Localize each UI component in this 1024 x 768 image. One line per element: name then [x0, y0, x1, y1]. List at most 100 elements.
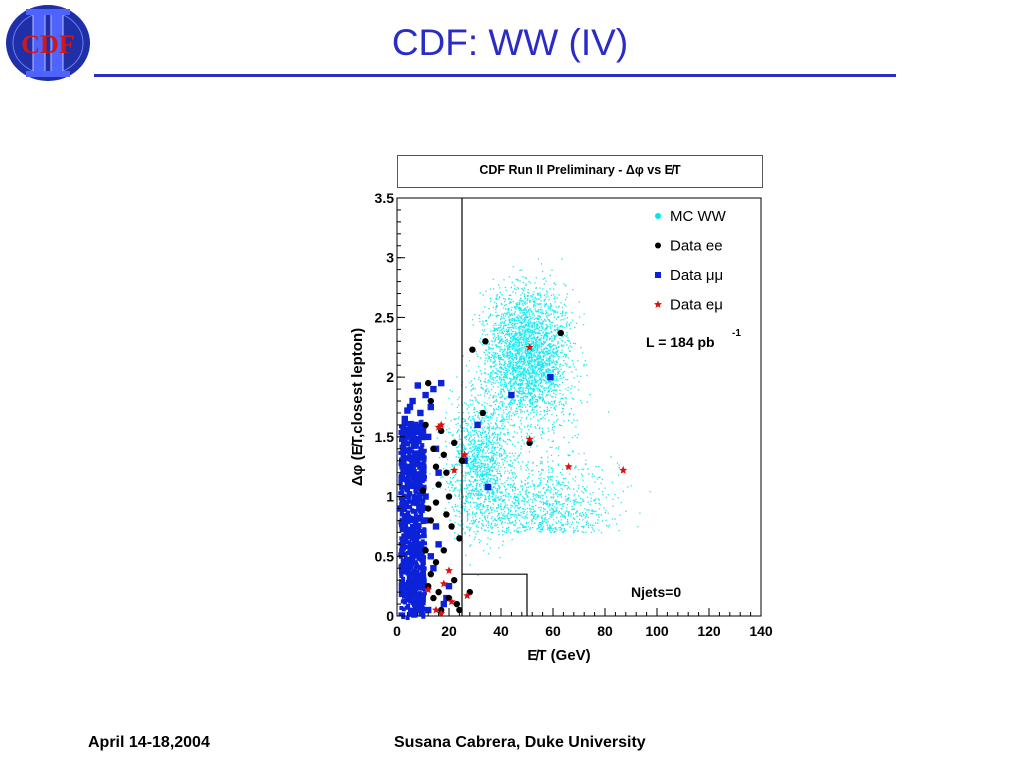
y-tick-label: 0 [386, 608, 394, 624]
data-point [525, 343, 534, 351]
data-point [438, 379, 445, 387]
y-tick-label: 1.5 [375, 429, 395, 445]
mc-ww-cloud [429, 258, 651, 577]
plot-title: CDF Run II Preliminary - Δφ vs E̸T [479, 163, 681, 177]
data-point [424, 585, 433, 594]
data-point [432, 559, 440, 566]
data-point [430, 594, 437, 602]
data-point [432, 463, 440, 470]
x-tick-label: 100 [645, 623, 669, 639]
data-point [430, 445, 437, 452]
data-point [482, 338, 489, 345]
data-point [427, 553, 434, 560]
data-point [425, 606, 432, 614]
title-divider [94, 74, 896, 77]
data-point [419, 427, 427, 435]
legend-entry: Data ee [655, 238, 723, 255]
data-point [432, 605, 440, 614]
data-point [435, 588, 442, 596]
data-point [435, 481, 442, 488]
data-point [619, 466, 628, 474]
series-square [396, 373, 554, 614]
data-point [440, 451, 447, 458]
y-tick-label: 3 [386, 250, 394, 266]
data-point [451, 439, 458, 447]
data-point [435, 469, 442, 476]
x-tick-label: 60 [545, 623, 561, 639]
data-point [453, 600, 460, 608]
legend-marker [654, 300, 662, 308]
data-point [417, 505, 424, 512]
data-point [463, 591, 472, 600]
data-point [404, 529, 411, 536]
x-tick-label: 120 [697, 623, 721, 639]
data-point [508, 391, 515, 399]
data-point [427, 571, 434, 578]
data-point [432, 499, 440, 506]
luminosity-exponent: -1 [732, 328, 741, 339]
data-point [422, 517, 429, 524]
data-point [445, 566, 453, 574]
data-point [399, 457, 406, 464]
data-point [412, 421, 419, 429]
y-axis-label: Δφ (E̸T,closest lepton) [349, 328, 366, 486]
data-point [450, 466, 459, 474]
legend-label: MC WW [670, 208, 727, 225]
data-point [417, 409, 424, 417]
series-circle [419, 329, 564, 614]
footer-date: April 14-18,2004 [88, 734, 210, 751]
data-point [401, 559, 408, 566]
data-point [440, 547, 447, 554]
data-point [427, 403, 434, 411]
data-point [430, 385, 437, 393]
data-point [409, 571, 416, 578]
data-point [474, 421, 481, 429]
data-point [414, 594, 421, 602]
data-point [484, 483, 492, 491]
data-point [434, 423, 443, 431]
data-point [460, 450, 469, 459]
legend-label: Data ee [670, 238, 723, 255]
data-point [456, 606, 463, 614]
mc-ww-points [429, 258, 651, 577]
data-point [479, 409, 486, 417]
data-point [422, 421, 429, 429]
data-point [458, 457, 466, 464]
legend-label: Data μμ [670, 267, 723, 284]
data-point [406, 588, 414, 596]
data-point [412, 600, 419, 608]
data-point [447, 597, 456, 606]
data-point [440, 600, 447, 608]
data-point [448, 523, 455, 530]
plot-title-box: CDF Run II Preliminary - Δφ vs E̸T [397, 155, 763, 188]
data-point [557, 329, 564, 337]
data-point [404, 407, 411, 414]
data-point [469, 346, 476, 353]
y-tick-label: 2.5 [375, 309, 395, 325]
series-star [424, 343, 628, 617]
data-point [456, 535, 463, 542]
legend-marker [655, 213, 661, 219]
data-point [401, 415, 408, 423]
legend: MC WW Data ee Data μμ Data eμ [654, 208, 727, 314]
data-point [451, 576, 458, 584]
y-tick-label: 3.5 [375, 190, 395, 206]
y-tick-label: 2 [386, 369, 394, 385]
data-point [414, 541, 421, 548]
data-point [435, 541, 442, 548]
legend-label: Data eμ [670, 297, 723, 314]
legend-entry: Data μμ [655, 267, 723, 284]
data-point [439, 579, 448, 588]
data-point [409, 397, 416, 405]
legend-marker [655, 242, 661, 249]
footer-author: Susana Cabrera, Duke University [394, 734, 646, 751]
data-point [525, 435, 534, 443]
data-point [417, 463, 424, 470]
data-point [406, 403, 414, 411]
data-point [422, 391, 429, 399]
data-point [443, 469, 450, 476]
njets-label: Njets=0 [631, 584, 681, 600]
data-point [437, 609, 446, 617]
legend-marker [655, 272, 661, 278]
cut-box [462, 573, 528, 616]
